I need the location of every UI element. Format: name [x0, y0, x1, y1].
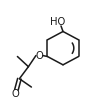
Text: O: O	[12, 89, 19, 99]
Text: O: O	[36, 51, 43, 61]
Text: HO: HO	[50, 17, 66, 27]
